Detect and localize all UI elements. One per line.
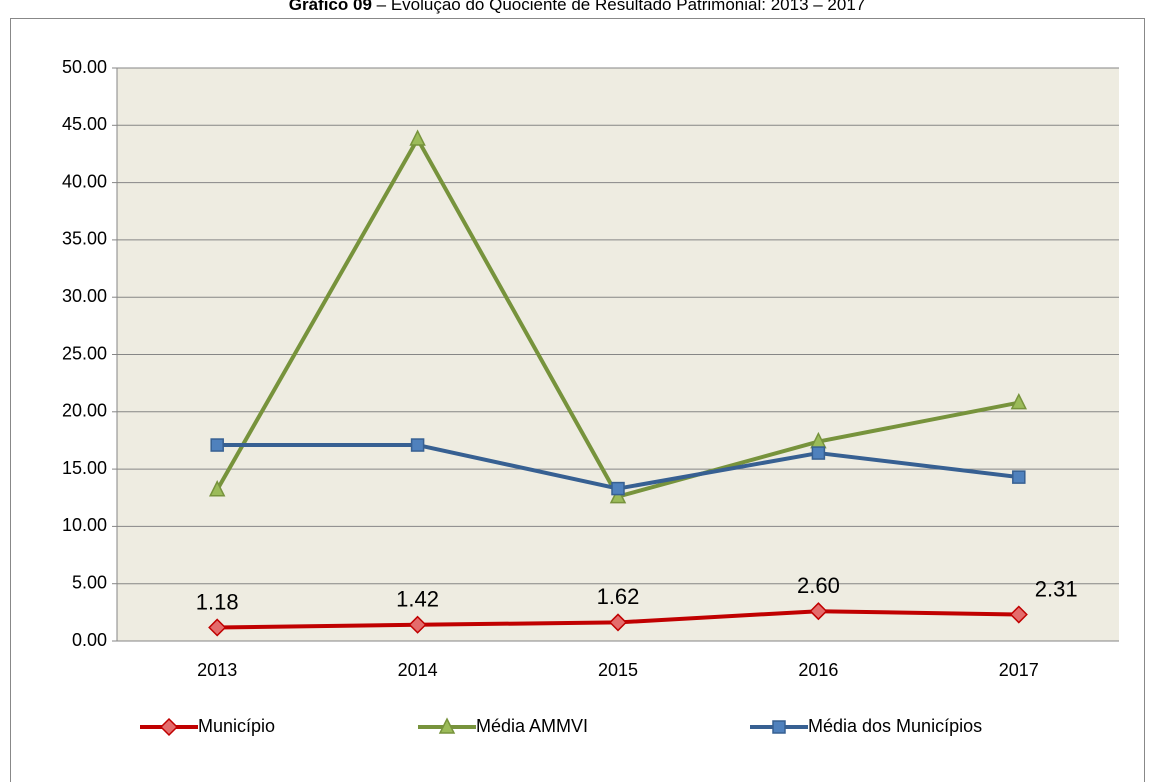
series-marker: [409, 129, 426, 146]
data-label: 1.62: [597, 584, 640, 609]
series-marker: [1010, 392, 1028, 410]
series-marker: [208, 480, 226, 497]
chart-title: Gráfico 09: [289, 0, 372, 14]
series-marker: [1009, 605, 1028, 624]
y-tick-label: 50.00: [62, 57, 107, 77]
series-marker: [1012, 470, 1026, 484]
x-tick-label: 2017: [999, 660, 1039, 680]
series-marker: [210, 438, 224, 452]
series-marker: [608, 613, 628, 632]
data-label: 1.18: [196, 589, 239, 614]
chart-title-group: Gráfico 09 – Evolução do Quociente de Re…: [289, 0, 866, 14]
y-tick-label: 35.00: [62, 229, 107, 249]
data-label: 1.42: [396, 587, 439, 612]
series-marker: [208, 618, 227, 637]
x-tick-label: 2013: [197, 660, 237, 680]
series-marker: [611, 481, 625, 496]
y-tick-label: 40.00: [62, 171, 107, 191]
x-tick-label: 2014: [398, 660, 438, 680]
x-tick-label: 2015: [598, 660, 638, 680]
y-tick-label: 25.00: [62, 343, 107, 363]
data-label: 2.60: [797, 573, 840, 598]
data-label: 2.31: [1035, 576, 1078, 601]
legend-marker: [438, 717, 456, 734]
y-tick-label: 20.00: [62, 401, 107, 421]
y-tick-label: 5.00: [72, 572, 107, 592]
legend-marker: [159, 717, 179, 737]
legend-marker: [772, 720, 786, 734]
y-tick-label: 30.00: [62, 286, 107, 306]
y-tick-label: 0.00: [72, 630, 107, 650]
series-marker: [809, 602, 828, 621]
series-marker: [811, 446, 826, 460]
series-marker: [408, 615, 427, 634]
chart-subtitle: – Evolução do Quociente de Resultado Pat…: [377, 0, 866, 14]
legend-label: Média dos Municípios: [808, 716, 982, 736]
series-marker: [609, 486, 627, 504]
x-tick-label: 2016: [798, 660, 838, 680]
legend-label: Média AMMVI: [476, 716, 588, 736]
y-tick-label: 15.00: [62, 458, 107, 478]
legend-label: Município: [198, 716, 275, 736]
y-tick-label: 45.00: [62, 114, 107, 134]
y-tick-label: 10.00: [62, 515, 107, 535]
series-marker: [410, 438, 425, 452]
